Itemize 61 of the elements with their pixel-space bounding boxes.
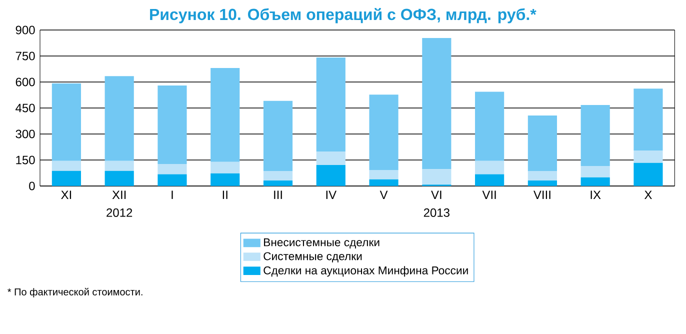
bar [475, 160, 504, 174]
chart-title: Рисунок 10. Объем операций с ОФЗ, млрд. руб.* [150, 8, 536, 24]
x-tick-label: XI [61, 190, 72, 199]
bar [316, 58, 346, 152]
bar [369, 179, 398, 186]
bar [52, 160, 81, 171]
bar [210, 68, 240, 162]
legend-label: Системные сделки [264, 252, 362, 262]
bar [528, 115, 557, 172]
bar [263, 100, 293, 172]
bar [580, 166, 610, 178]
bar [104, 76, 134, 161]
x-tick-label: XII [112, 190, 126, 199]
bar [316, 152, 346, 166]
x-tick-label: III [274, 190, 282, 199]
bar [369, 170, 398, 180]
bar [52, 170, 81, 186]
bar [52, 83, 81, 161]
text: 2012 [106, 208, 132, 217]
x-tick-label: X [644, 190, 652, 199]
bar [158, 174, 187, 186]
bar [158, 85, 187, 164]
text: 2013 [424, 208, 450, 217]
x-tick-label: VII [482, 190, 496, 199]
bar [422, 38, 452, 170]
x-tick-label: IX [590, 190, 601, 199]
text: * По фактической стоимости. [8, 288, 142, 298]
bar [634, 162, 663, 186]
x-tick-label: V [380, 190, 388, 199]
bar [316, 165, 346, 186]
bar [580, 105, 610, 166]
bar [580, 177, 610, 186]
y-tick-label: 900 [16, 26, 35, 34]
bar [210, 173, 240, 186]
y-tick-label: 450 [16, 104, 35, 112]
bar [422, 169, 452, 185]
x-tick-label: IV [326, 190, 337, 199]
bar [634, 150, 663, 163]
y-tick-label: 0 [29, 182, 35, 190]
y-tick-label: 600 [16, 78, 35, 86]
x-tick-label: VI [431, 190, 442, 199]
bar [634, 88, 663, 150]
bar [263, 180, 293, 186]
y-tick-label: 750 [16, 52, 35, 60]
legend-label: Внесистемные сделки [264, 238, 380, 248]
bar [475, 92, 504, 161]
bar [528, 171, 557, 180]
bar [210, 162, 240, 174]
y-tick-label: 300 [16, 130, 35, 138]
bar [263, 171, 293, 180]
bar [475, 174, 504, 186]
y-tick-label: 150 [16, 156, 35, 164]
bar [528, 180, 557, 186]
x-tick-label: II [222, 190, 228, 199]
x-tick-label: I [172, 190, 173, 199]
legend-label: Сделки на аукционах Минфина России [264, 266, 468, 277]
x-tick-label: VIII [534, 190, 550, 199]
bar [369, 94, 398, 170]
bar [104, 160, 134, 171]
bar [104, 170, 134, 186]
bar [158, 164, 187, 174]
